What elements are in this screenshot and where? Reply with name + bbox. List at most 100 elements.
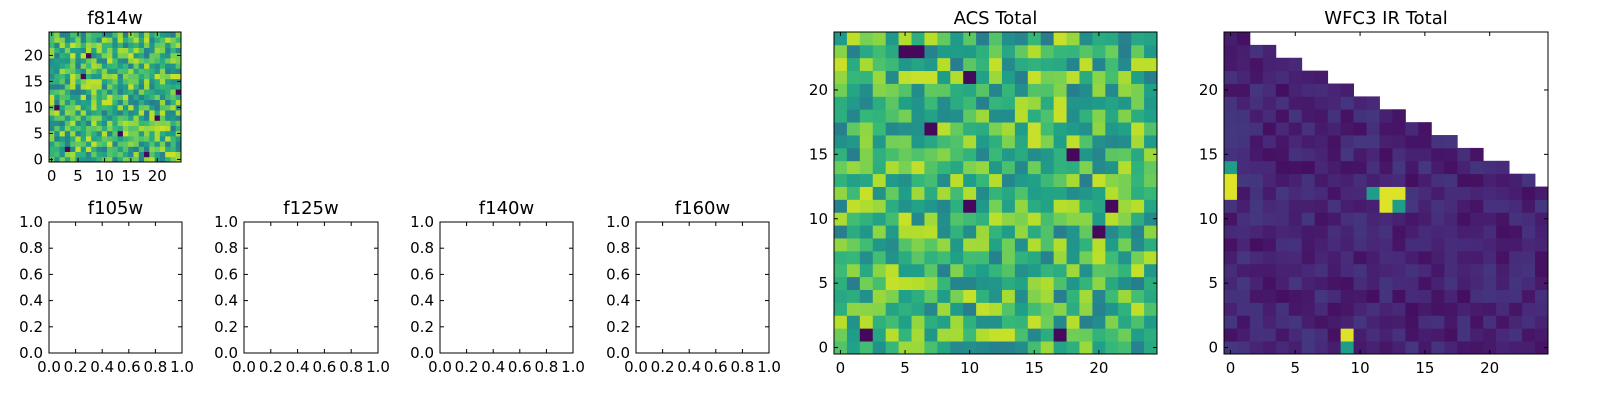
heatmap-cell bbox=[59, 84, 66, 90]
heatmap-cell bbox=[1027, 341, 1042, 355]
heatmap-cell bbox=[1001, 44, 1016, 59]
heatmap-cell bbox=[950, 186, 964, 200]
heatmap-cell bbox=[1379, 199, 1393, 213]
heatmap-cell bbox=[70, 42, 76, 48]
heatmap-cell bbox=[885, 83, 899, 97]
heatmap-cell bbox=[1027, 186, 1042, 200]
heatmap-cell bbox=[1001, 122, 1016, 136]
heatmap-cell bbox=[1366, 160, 1380, 175]
heatmap-cell bbox=[924, 276, 938, 290]
heatmap-cell bbox=[937, 57, 951, 72]
heatmap-cell bbox=[1236, 263, 1251, 278]
heatmap-cell bbox=[989, 122, 1003, 136]
heatmap-cell bbox=[1066, 225, 1080, 239]
heatmap-cell bbox=[1144, 302, 1158, 316]
heatmap-cell bbox=[1066, 328, 1080, 342]
heatmap-cell bbox=[154, 94, 161, 100]
heatmap-cell bbox=[1314, 109, 1329, 123]
heatmap-cell bbox=[1079, 44, 1093, 59]
heatmap-cell bbox=[1418, 263, 1432, 278]
heatmap-cell bbox=[170, 47, 177, 54]
heatmap-cell bbox=[1053, 44, 1067, 59]
heatmap-cell bbox=[1353, 250, 1367, 265]
heatmap-cell bbox=[149, 151, 155, 158]
heatmap-cell bbox=[165, 78, 171, 85]
heatmap-cell bbox=[1314, 122, 1329, 136]
heatmap-cell bbox=[1236, 96, 1251, 110]
heatmap-cell bbox=[122, 136, 129, 142]
heatmap-cell bbox=[989, 199, 1003, 213]
heatmap-cell bbox=[1535, 302, 1549, 316]
heatmap-cell bbox=[1027, 250, 1042, 265]
heatmap-cell bbox=[989, 57, 1003, 72]
heatmap-cell bbox=[64, 37, 71, 43]
heatmap-cell bbox=[54, 115, 60, 121]
heatmap-cell bbox=[859, 83, 874, 97]
heatmap-cell bbox=[1014, 225, 1029, 239]
heatmap-cell bbox=[144, 94, 150, 100]
heatmap-cell bbox=[75, 146, 82, 152]
heatmap-cell bbox=[834, 238, 848, 252]
heatmap-cell bbox=[107, 58, 113, 64]
heatmap-cell bbox=[1236, 225, 1251, 239]
heatmap-cell bbox=[937, 173, 951, 187]
heatmap-cell bbox=[112, 151, 119, 158]
heatmap-cell bbox=[149, 110, 155, 116]
heatmap-cell bbox=[75, 141, 82, 147]
heatmap-cell bbox=[1314, 135, 1329, 149]
heatmap-cell bbox=[834, 250, 848, 265]
heatmap-cell bbox=[170, 141, 177, 147]
heatmap-cell bbox=[989, 341, 1003, 355]
heatmap-cell bbox=[75, 130, 82, 137]
heatmap-cell bbox=[101, 78, 108, 85]
heatmap-cell bbox=[170, 89, 177, 95]
heatmap-cell bbox=[1405, 276, 1419, 290]
f814w-ytick-label: 15 bbox=[24, 72, 43, 90]
heatmap-cell bbox=[54, 125, 60, 132]
heatmap-cell bbox=[85, 156, 92, 163]
heatmap-cell bbox=[976, 199, 990, 213]
heatmap-cell bbox=[1275, 250, 1290, 265]
heatmap-cell bbox=[117, 125, 124, 132]
heatmap-cell bbox=[154, 115, 161, 121]
heatmap-cell bbox=[1027, 276, 1042, 290]
heatmap-cell bbox=[1131, 328, 1145, 342]
heatmap-cell bbox=[1301, 263, 1316, 278]
heatmap-cell bbox=[898, 212, 912, 226]
heatmap-cell bbox=[1066, 160, 1080, 175]
heatmap-cell bbox=[101, 42, 108, 48]
heatmap-cell bbox=[1457, 250, 1471, 265]
heatmap-cell bbox=[54, 63, 60, 69]
heatmap-cell bbox=[1301, 341, 1316, 355]
heatmap-cell bbox=[898, 238, 912, 252]
heatmap-cell bbox=[1079, 250, 1093, 265]
heatmap-cell bbox=[963, 147, 977, 162]
heatmap-cell bbox=[59, 42, 66, 48]
heatmap-cell bbox=[1131, 83, 1145, 97]
heatmap-cell bbox=[1105, 83, 1119, 97]
heatmap-cell bbox=[138, 94, 145, 100]
heatmap-cell bbox=[1079, 173, 1093, 187]
heatmap-cell bbox=[144, 68, 150, 74]
heatmap-cell bbox=[1314, 328, 1329, 342]
heatmap-cell bbox=[112, 73, 119, 80]
heatmap-cell bbox=[1066, 32, 1080, 46]
heatmap-cell bbox=[976, 70, 990, 84]
heatmap-cell bbox=[117, 68, 124, 74]
heatmap-cell bbox=[1262, 96, 1277, 110]
heatmap-cell bbox=[165, 58, 171, 64]
heatmap-cell bbox=[175, 110, 182, 116]
heatmap-cell bbox=[872, 70, 887, 84]
heatmap-cell bbox=[834, 135, 848, 149]
heatmap-cell bbox=[96, 99, 103, 106]
f125w-xtick-label: 0.0 bbox=[232, 358, 256, 376]
heatmap-cell bbox=[54, 52, 60, 59]
heatmap-cell bbox=[165, 130, 171, 137]
heatmap-cell bbox=[911, 238, 925, 252]
heatmap-cell bbox=[128, 146, 134, 152]
heatmap-cell bbox=[1444, 212, 1458, 226]
heatmap-cell bbox=[1014, 160, 1029, 175]
heatmap-cell bbox=[1418, 341, 1432, 355]
heatmap-cell bbox=[924, 263, 938, 278]
heatmap-cell bbox=[170, 104, 177, 111]
